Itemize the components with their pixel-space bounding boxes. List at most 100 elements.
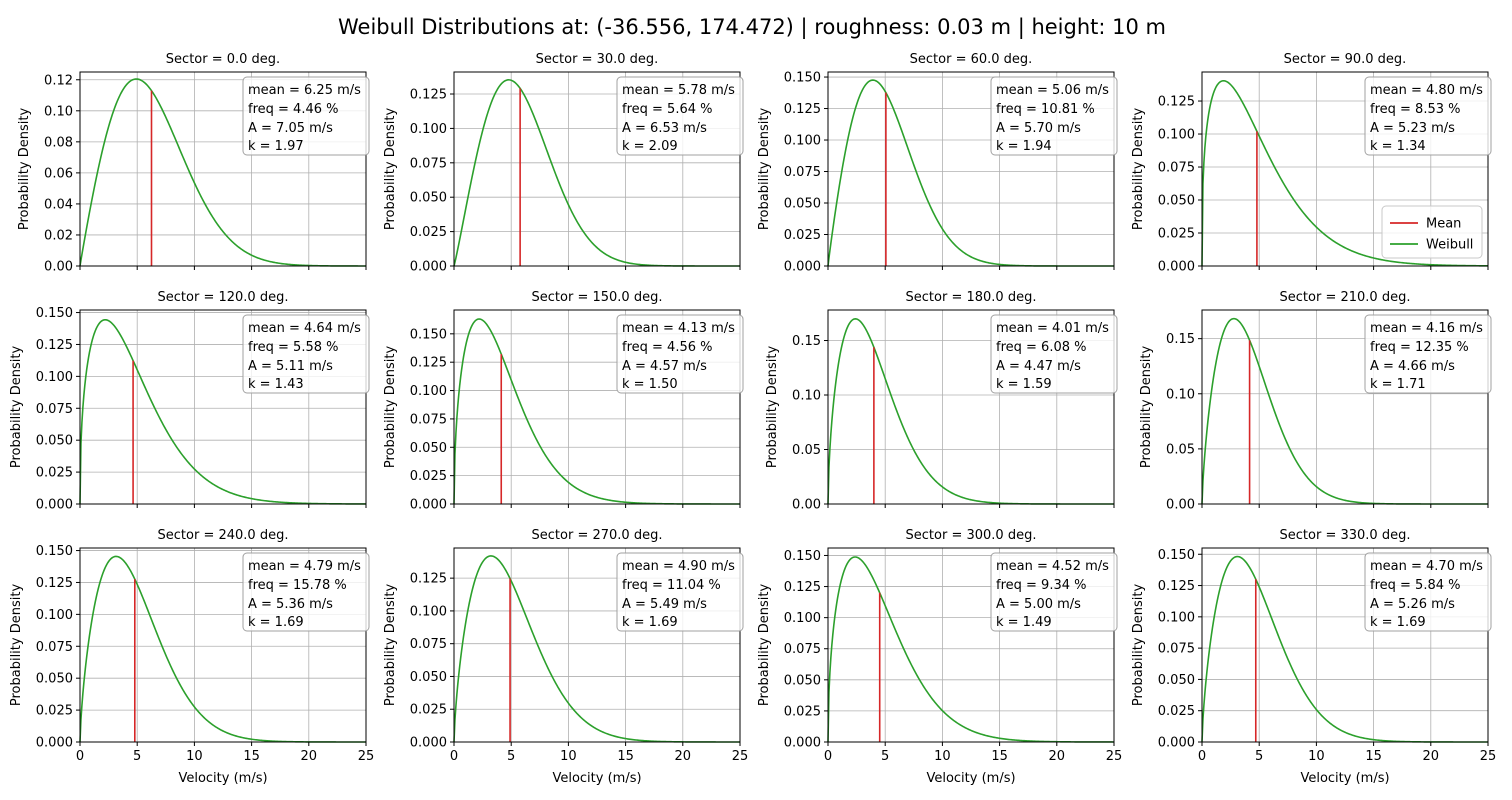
x-axis-label: Velocity (m/s) — [1300, 771, 1389, 786]
y-axis-label: Probability Density — [9, 346, 24, 469]
y-tick-label: 0.000 — [1158, 736, 1195, 751]
stats-box — [616, 552, 744, 632]
x-tick-label: 25 — [358, 749, 375, 764]
legend-label-mean: Mean — [1426, 217, 1461, 232]
x-tick-label: 15 — [1365, 749, 1382, 764]
k-stat: k = 1.71 — [1370, 377, 1426, 392]
y-axis-label: Probability Density — [765, 346, 780, 469]
y-tick-label: 0.125 — [784, 580, 821, 595]
k-stat: k = 1.49 — [996, 615, 1052, 630]
subplot-sector-270.0: 0.000 0.025 0.050 0.075 0.100 0.125 0 5 10 15 20 25… — [383, 528, 748, 786]
axes-frame — [79, 547, 367, 743]
y-tick-label: 0.025 — [410, 225, 447, 240]
stats-box — [616, 76, 744, 156]
subplot-sector-300.0: 0.000 0.025 0.050 0.075 0.100 0.125 0.150 0 5 10 1… — [757, 528, 1122, 786]
y-tick-label: 0.10 — [792, 389, 821, 404]
subplot-title: Sector = 210.0 deg. — [1280, 290, 1411, 305]
a-stat: A = 5.11 m/s — [248, 359, 333, 374]
subplot-title: Sector = 330.0 deg. — [1280, 528, 1411, 543]
y-tick-label: 0.150 — [36, 544, 73, 559]
y-tick-label: 0.025 — [410, 469, 447, 484]
stats-box — [990, 314, 1118, 394]
k-stat: k = 2.09 — [622, 139, 678, 154]
y-axis-label: Probability Density — [17, 108, 32, 231]
stats-box — [242, 76, 370, 156]
k-stat: k = 1.97 — [248, 139, 304, 154]
y-tick-label: 0.100 — [784, 134, 821, 149]
a-stat: A = 5.70 m/s — [996, 121, 1081, 136]
y-tick-label: 0.12 — [44, 73, 73, 88]
y-tick-label: 0.075 — [410, 637, 447, 652]
y-tick-label: 0.05 — [792, 443, 821, 458]
y-axis-label: Probability Density — [383, 346, 398, 469]
subplot-sector-210.0: 0.00 0.05 0.10 0.15 Probability Density Secto… — [1139, 290, 1492, 513]
y-axis-label: Probability Density — [9, 584, 24, 707]
k-stat: k = 1.69 — [248, 615, 304, 630]
x-tick-label: 15 — [243, 749, 260, 764]
y-tick-label: 0.075 — [784, 642, 821, 657]
y-tick-label: 0.06 — [44, 166, 73, 181]
y-tick-label: 0.100 — [1158, 610, 1195, 625]
y-tick-label: 0.075 — [410, 412, 447, 427]
x-tick-label: 10 — [186, 749, 203, 764]
axes-frame — [1201, 71, 1489, 267]
x-tick-label: 25 — [732, 749, 749, 764]
axes-frame — [1201, 309, 1489, 505]
y-tick-label: 0.04 — [44, 197, 73, 212]
stats-box — [1364, 314, 1492, 394]
a-stat: A = 5.00 m/s — [996, 597, 1081, 612]
y-tick-label: 0.125 — [410, 572, 447, 587]
stats-box — [1364, 76, 1492, 156]
mean-stat: mean = 6.25 m/s — [248, 83, 361, 98]
freq-stat: freq = 11.04 % — [622, 578, 721, 593]
y-tick-label: 0.075 — [36, 402, 73, 417]
y-tick-label: 0.050 — [410, 441, 447, 456]
y-tick-label: 0.025 — [1158, 704, 1195, 719]
axes-frame — [827, 71, 1115, 267]
freq-stat: freq = 10.81 % — [996, 102, 1095, 117]
y-tick-label: 0.15 — [1166, 332, 1195, 347]
axes-frame — [79, 71, 367, 267]
y-tick-label: 0.050 — [410, 191, 447, 206]
a-stat: A = 4.47 m/s — [996, 359, 1081, 374]
mean-stat: mean = 4.80 m/s — [1370, 83, 1483, 98]
subplot-title: Sector = 270.0 deg. — [532, 528, 663, 543]
y-tick-label: 0.00 — [1166, 498, 1195, 513]
subplot-sector-60.0: 0.000 0.025 0.050 0.075 0.100 0.125 0.150 Proba… — [757, 52, 1118, 275]
y-tick-label: 0.050 — [1158, 194, 1195, 209]
a-stat: A = 6.53 m/s — [622, 121, 707, 136]
y-tick-label: 0.000 — [784, 736, 821, 751]
y-tick-label: 0.00 — [792, 498, 821, 513]
a-stat: A = 5.49 m/s — [622, 597, 707, 612]
y-axis-label: Probability Density — [383, 108, 398, 231]
y-tick-label: 0.000 — [36, 736, 73, 751]
y-tick-label: 0.125 — [36, 338, 73, 353]
subplot-title: Sector = 120.0 deg. — [158, 290, 289, 305]
subplot-title: Sector = 30.0 deg. — [536, 52, 659, 67]
subplot-title: Sector = 60.0 deg. — [910, 52, 1033, 67]
k-stat: k = 1.59 — [996, 377, 1052, 392]
x-tick-label: 15 — [991, 749, 1008, 764]
y-tick-label: 0.025 — [36, 466, 73, 481]
y-tick-label: 0.125 — [410, 88, 447, 103]
subplot-sector-330.0: 0.000 0.025 0.050 0.075 0.100 0.125 0.150 0 5 10 1… — [1131, 528, 1496, 786]
a-stat: A = 5.23 m/s — [1370, 121, 1455, 136]
subplot-title: Sector = 300.0 deg. — [906, 528, 1037, 543]
a-stat: A = 5.26 m/s — [1370, 597, 1455, 612]
y-axis-label: Probability Density — [757, 108, 772, 231]
x-tick-label: 5 — [507, 749, 515, 764]
stats-box — [242, 314, 370, 394]
y-tick-label: 0.000 — [410, 736, 447, 751]
y-axis-label: Probability Density — [1131, 584, 1146, 707]
subplot-sector-240.0: 0.000 0.025 0.050 0.075 0.100 0.125 0.150 0 5 10 1… — [9, 528, 374, 786]
legend-box — [1381, 205, 1483, 259]
x-tick-label: 15 — [617, 749, 634, 764]
y-tick-label: 0.000 — [410, 260, 447, 275]
x-tick-label: 10 — [934, 749, 951, 764]
x-tick-label: 10 — [560, 749, 577, 764]
mean-stat: mean = 5.06 m/s — [996, 83, 1109, 98]
y-tick-label: 0.02 — [44, 228, 73, 243]
a-stat: A = 4.57 m/s — [622, 359, 707, 374]
axes-frame — [453, 309, 741, 505]
axes-frame — [79, 309, 367, 505]
